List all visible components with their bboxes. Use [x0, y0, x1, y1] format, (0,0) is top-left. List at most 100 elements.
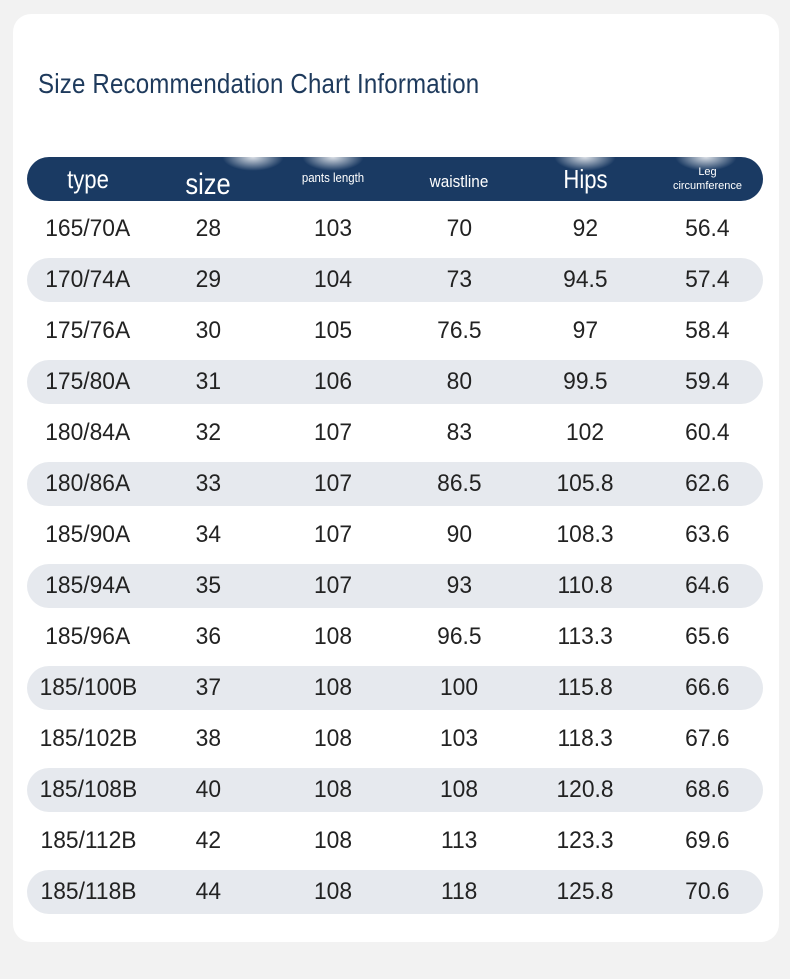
table-row: 180/86A 33 107 86.5 105.8 62.6: [27, 462, 763, 506]
cell-waistline: 103: [439, 725, 479, 752]
table-body: 165/70A 28 103 70 92 56.4 170/74A 29 104 73 94.5 57…: [27, 207, 763, 914]
table-row: 165/70A 28 103 70 92 56.4: [27, 207, 763, 251]
size-table: type size pants length waistline Hips Le…: [27, 157, 763, 914]
cell-type: 185/94A: [45, 572, 131, 599]
cell-hips: 108.3: [556, 521, 615, 548]
cell-size: 44: [195, 878, 221, 905]
cell-waistline: 96.5: [436, 623, 482, 650]
cell-waistline: 118: [440, 878, 478, 905]
cell-type: 185/90A: [45, 521, 131, 548]
cell-waistline: 113: [440, 827, 478, 854]
cell-pants-length: 108: [313, 827, 353, 854]
cell-type: 185/108B: [39, 776, 137, 803]
cell-pants-length: 108: [313, 776, 353, 803]
table-row: 185/108B 40 108 108 120.8 68.6: [27, 768, 763, 812]
cell-type: 185/112B: [40, 827, 136, 854]
table-header: type size pants length waistline Hips Le…: [27, 157, 763, 201]
header-pants-length: pants length: [301, 169, 365, 185]
cell-type: 185/118B: [40, 878, 136, 905]
page-title: Size Recommendation Chart Information: [38, 68, 480, 99]
cell-size: 30: [195, 317, 221, 344]
cell-hips: 125.8: [556, 878, 615, 905]
cell-hips: 105.8: [556, 470, 615, 497]
cell-size: 40: [195, 776, 221, 803]
cell-hips: 115.8: [557, 674, 614, 701]
cell-type: 165/70A: [45, 215, 131, 242]
cell-waistline: 76.5: [436, 317, 482, 344]
table-row: 175/76A 30 105 76.5 97 58.4: [27, 309, 763, 353]
cell-leg-circumference: 58.4: [685, 317, 730, 344]
cell-leg-circumference: 59.4: [685, 368, 730, 395]
cell-pants-length: 107: [313, 419, 353, 446]
table-row: 185/112B 42 108 113 123.3 69.6: [27, 819, 763, 863]
cell-leg-circumference: 68.6: [685, 776, 730, 803]
cell-type: 180/86A: [45, 470, 131, 497]
cell-leg-circumference: 60.4: [685, 419, 730, 446]
header-waistline: waistline: [429, 172, 489, 191]
cell-leg-circumference: 69.6: [685, 827, 730, 854]
cell-type: 185/100B: [39, 674, 137, 701]
cell-size: 33: [195, 470, 221, 497]
table-row: 180/84A 32 107 83 102 60.4: [27, 411, 763, 455]
cell-leg-circumference: 56.4: [685, 215, 730, 242]
cell-leg-circumference: 57.4: [685, 266, 730, 293]
cell-type: 185/102B: [39, 725, 137, 752]
table-row: 185/118B 44 108 118 125.8 70.6: [27, 870, 763, 914]
table-row: 185/100B 37 108 100 115.8 66.6: [27, 666, 763, 710]
cell-pants-length: 108: [313, 878, 353, 905]
table-row: 175/80A 31 106 80 99.5 59.4: [27, 360, 763, 404]
cell-type: 185/96A: [45, 623, 131, 650]
cell-pants-length: 107: [313, 521, 353, 548]
cell-pants-length: 107: [313, 572, 353, 599]
cell-hips: 110.8: [557, 572, 614, 599]
cell-size: 32: [195, 419, 221, 446]
cell-size: 31: [195, 368, 221, 395]
cell-waistline: 90: [446, 521, 472, 548]
cell-size: 38: [195, 725, 221, 752]
cell-pants-length: 108: [313, 623, 353, 650]
cell-waistline: 83: [446, 419, 472, 446]
header-type: type: [67, 163, 109, 194]
cell-pants-length: 106: [313, 368, 353, 395]
cell-hips: 97: [572, 317, 599, 344]
header-size: size: [185, 168, 231, 201]
cell-pants-length: 107: [313, 470, 353, 497]
header-leg-circumference: Leg circumference: [672, 166, 743, 192]
cell-waistline: 73: [446, 266, 472, 293]
cell-size: 29: [195, 266, 221, 293]
cell-leg-circumference: 67.6: [685, 725, 730, 752]
table-row: 185/94A 35 107 93 110.8 64.6: [27, 564, 763, 608]
cell-leg-circumference: 63.6: [685, 521, 730, 548]
cell-size: 36: [195, 623, 221, 650]
cell-hips: 99.5: [563, 368, 608, 395]
cell-type: 175/76A: [45, 317, 131, 344]
cell-leg-circumference: 62.6: [685, 470, 730, 497]
cell-hips: 102: [566, 419, 605, 446]
cell-type: 175/80A: [45, 368, 131, 395]
cell-waistline: 70: [446, 215, 472, 242]
cell-leg-circumference: 65.6: [685, 623, 730, 650]
cell-waistline: 100: [439, 674, 479, 701]
cell-leg-circumference: 64.6: [685, 572, 730, 599]
cell-hips: 120.8: [556, 776, 615, 803]
cell-pants-length: 108: [313, 674, 353, 701]
cell-type: 180/84A: [45, 419, 131, 446]
cell-size: 35: [195, 572, 221, 599]
cell-size: 37: [195, 674, 221, 701]
cell-pants-length: 108: [313, 725, 353, 752]
cell-hips: 118.3: [557, 725, 614, 752]
table-row: 170/74A 29 104 73 94.5 57.4: [27, 258, 763, 302]
cell-waistline: 93: [446, 572, 472, 599]
header-hips: Hips: [563, 163, 608, 194]
cell-size: 28: [195, 215, 221, 242]
cell-hips: 92: [572, 215, 599, 242]
cell-size: 42: [195, 827, 221, 854]
cell-leg-circumference: 70.6: [685, 878, 730, 905]
table-row: 185/90A 34 107 90 108.3 63.6: [27, 513, 763, 557]
cell-waistline: 80: [446, 368, 472, 395]
cell-leg-circumference: 66.6: [685, 674, 730, 701]
cell-pants-length: 104: [313, 266, 353, 293]
cell-pants-length: 105: [313, 317, 353, 344]
cell-hips: 94.5: [563, 266, 608, 293]
cell-size: 34: [195, 521, 221, 548]
